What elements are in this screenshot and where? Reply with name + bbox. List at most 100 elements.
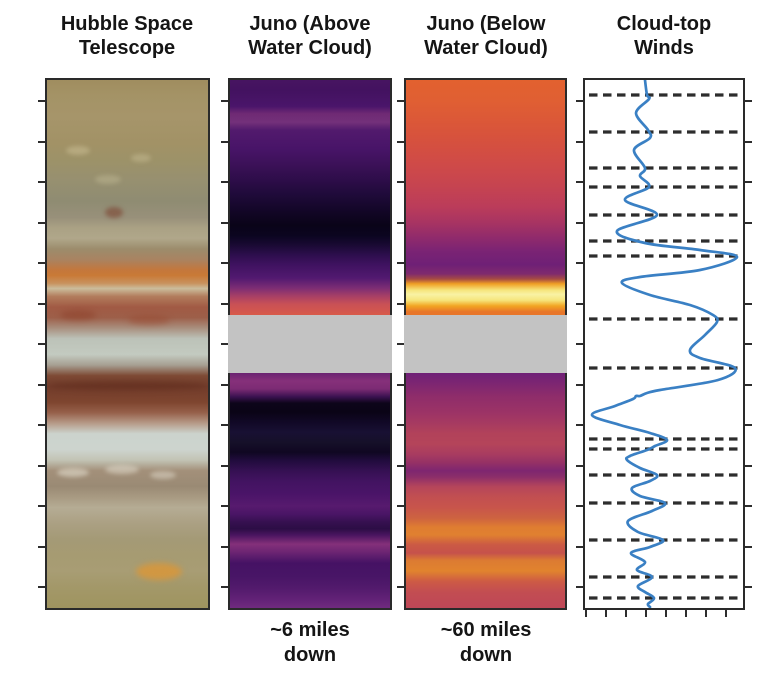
axis-tick (745, 303, 752, 305)
hubble-feature-orange-oval (135, 563, 182, 581)
axis-tick (745, 222, 752, 224)
axis-tick (397, 303, 404, 305)
axis-tick (745, 100, 752, 102)
axis-tick (745, 181, 752, 183)
data-gap-band (404, 314, 567, 374)
axis-tick (685, 610, 687, 617)
axis-tick (576, 465, 583, 467)
hubble-feature-white-swirl-2 (104, 465, 139, 475)
panel-title-hubble: Hubble Space Telescope (60, 13, 194, 59)
wind-plot-svg (589, 80, 739, 608)
axis-tick (221, 384, 228, 386)
axis-tick (745, 586, 752, 588)
axis-tick (605, 610, 607, 617)
axis-tick (745, 465, 752, 467)
axis-tick (397, 465, 404, 467)
axis-tick (625, 610, 627, 617)
wind-profile-line (590, 80, 739, 608)
juno-above-panel (221, 78, 392, 610)
axis-tick (221, 546, 228, 548)
axis-tick (745, 505, 752, 507)
axis-tick (397, 262, 404, 264)
axis-tick (221, 100, 228, 102)
axis-tick (38, 384, 45, 386)
hubble-feature-pale-oval-1 (66, 146, 91, 155)
axis-tick (221, 586, 228, 588)
axis-tick (397, 141, 404, 143)
axis-tick (745, 546, 752, 548)
axis-tick (397, 100, 404, 102)
axis-tick (576, 546, 583, 548)
axis-tick (221, 222, 228, 224)
axis-tick (38, 546, 45, 548)
axis-tick (576, 384, 583, 386)
axis-tick (221, 424, 228, 426)
axis-tick (38, 262, 45, 264)
axis-tick (725, 610, 727, 617)
axis-tick (705, 610, 707, 617)
juno-below-panel (397, 78, 567, 610)
axis-tick (221, 181, 228, 183)
axis-tick (221, 141, 228, 143)
axis-tick (665, 610, 667, 617)
axis-tick (397, 424, 404, 426)
axis-tick (221, 343, 228, 345)
cloud-top-winds-panel (576, 78, 752, 617)
axis-tick (576, 586, 583, 588)
axis-tick (576, 141, 583, 143)
axis-tick (645, 610, 647, 617)
axis-tick (397, 343, 404, 345)
axis-tick (576, 424, 583, 426)
hubble-jupiter-image (47, 80, 208, 608)
data-gap-band (228, 314, 392, 374)
hubble-panel (38, 78, 210, 610)
axis-tick (576, 222, 583, 224)
axis-tick (38, 303, 45, 305)
axis-tick (397, 222, 404, 224)
axis-tick (38, 586, 45, 588)
panel-title-juno-above: Juno (Above Water Cloud) (248, 13, 372, 59)
axis-tick (745, 424, 752, 426)
axis-tick (397, 505, 404, 507)
hubble-feature-pale-oval-2 (130, 153, 151, 162)
axis-tick (38, 222, 45, 224)
axis-tick (38, 100, 45, 102)
axis-tick (221, 505, 228, 507)
axis-tick (397, 546, 404, 548)
axis-tick (38, 465, 45, 467)
axis-tick (585, 610, 587, 617)
axis-tick (576, 181, 583, 183)
axis-tick (38, 505, 45, 507)
axis-tick (576, 262, 583, 264)
hubble-feature-pale-oval-3 (95, 175, 122, 185)
hubble-feature-white-swirl-1 (56, 468, 89, 478)
hubble-feature-red-swirl-1 (59, 309, 96, 320)
hubble-feature-red-swirl-2 (127, 314, 170, 325)
axis-tick (38, 424, 45, 426)
panel-title-juno-below: Juno (Below Water Cloud) (424, 13, 548, 59)
axis-tick (745, 343, 752, 345)
axis-tick (576, 505, 583, 507)
axis-tick (745, 384, 752, 386)
axis-tick (397, 181, 404, 183)
axis-tick (38, 181, 45, 183)
axis-tick (576, 343, 583, 345)
axis-tick (221, 465, 228, 467)
hubble-feature-dark-brown-streak (50, 380, 207, 390)
axis-tick (745, 262, 752, 264)
axis-tick (221, 262, 228, 264)
axis-tick (221, 303, 228, 305)
axis-tick (745, 141, 752, 143)
panel-title-cloud-top-winds: Cloud-top Winds (616, 13, 712, 59)
caption-juno-above-depth: ~6 miles down (270, 619, 350, 667)
axis-tick (576, 100, 583, 102)
hubble-feature-dark-spot (104, 206, 123, 218)
axis-tick (397, 586, 404, 588)
hubble-feature-white-swirl-3 (150, 470, 177, 479)
axis-tick (576, 303, 583, 305)
axis-tick (38, 343, 45, 345)
axis-tick (397, 384, 404, 386)
axis-tick (38, 141, 45, 143)
caption-juno-below-depth: ~60 miles down (440, 619, 532, 667)
